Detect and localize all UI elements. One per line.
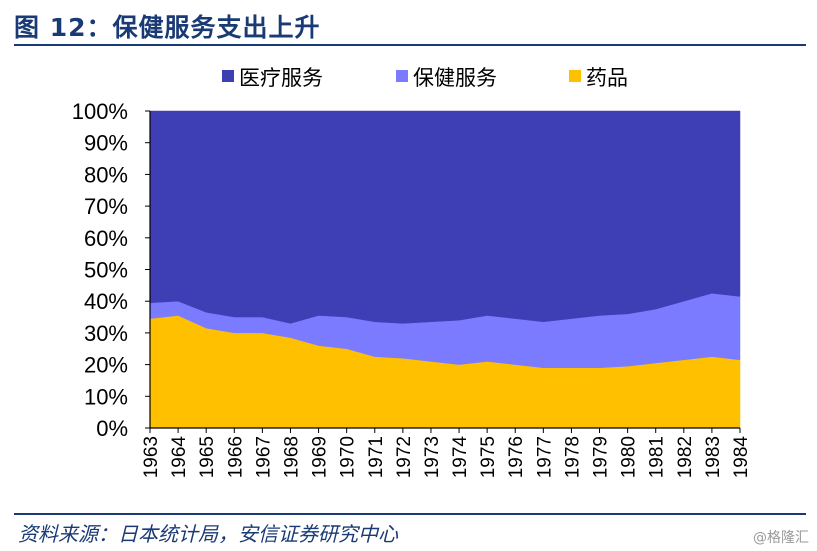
legend-swatch [396,70,408,82]
source-note: 资料来源：日本统计局，安信证券研究中心 [18,522,398,546]
x-tick-label: 1976 [506,436,527,478]
plot-areas [149,110,741,429]
figure-title: 图 12：保健服务支出上升 [14,13,321,42]
y-tick-label: 70% [84,194,128,219]
x-tick-label: 1984 [731,436,752,479]
area-series-2 [149,110,741,324]
title-divider [14,44,806,46]
x-tick-label: 1964 [169,436,190,479]
x-tick-label: 1978 [562,436,583,478]
legend-swatch [569,70,581,82]
axes [145,110,741,433]
x-axis-tick-labels: 1963 1964 1965 1966 1967 1968 1969 1970 1971 1972… [141,436,752,479]
x-tick-label: 1963 [141,436,162,478]
y-tick-label: 20% [84,353,128,378]
watermark: @格隆汇 [753,530,809,546]
y-tick-label: 90% [84,131,128,156]
legend: 医疗服务 保健服务 药品 [222,66,628,90]
chart: 医疗服务 保健服务 药品 0% 10% 20% 30% 40% 50% 60% 70% 80% 90%… [72,66,752,479]
y-tick-label: 0% [96,416,128,441]
x-tick-label: 1968 [281,436,302,478]
x-tick-label: 1980 [619,436,640,478]
y-tick-label: 30% [84,321,128,346]
x-tick-label: 1982 [675,436,696,478]
y-tick-label: 50% [84,258,128,283]
legend-swatch [222,70,234,82]
x-tick-label: 1969 [310,436,331,478]
x-tick-label: 1965 [197,436,218,478]
x-tick-label: 1974 [450,436,471,479]
y-tick-label: 40% [84,289,128,314]
x-tick-label: 1977 [534,436,555,478]
x-tick-label: 1971 [366,436,387,478]
legend-label: 保健服务 [413,66,497,90]
x-tick-label: 1972 [394,436,415,478]
x-tick-label: 1973 [422,436,443,478]
y-tick-label: 80% [84,162,128,187]
y-tick-label: 100% [72,99,128,124]
x-tick-label: 1979 [591,436,612,478]
legend-label: 医疗服务 [239,66,323,90]
x-tick-label: 1970 [338,436,359,478]
y-tick-label: 10% [84,384,128,409]
x-tick-label: 1981 [647,436,668,478]
y-tick-label: 60% [84,226,128,251]
legend-label: 药品 [586,66,628,90]
y-axis-tick-labels: 0% 10% 20% 30% 40% 50% 60% 70% 80% 90% 100% [72,99,128,441]
x-tick-label: 1983 [703,436,724,478]
x-tick-label: 1975 [478,436,499,478]
footer-divider [14,513,806,515]
x-tick-label: 1966 [225,436,246,478]
x-tick-label: 1967 [253,436,274,478]
